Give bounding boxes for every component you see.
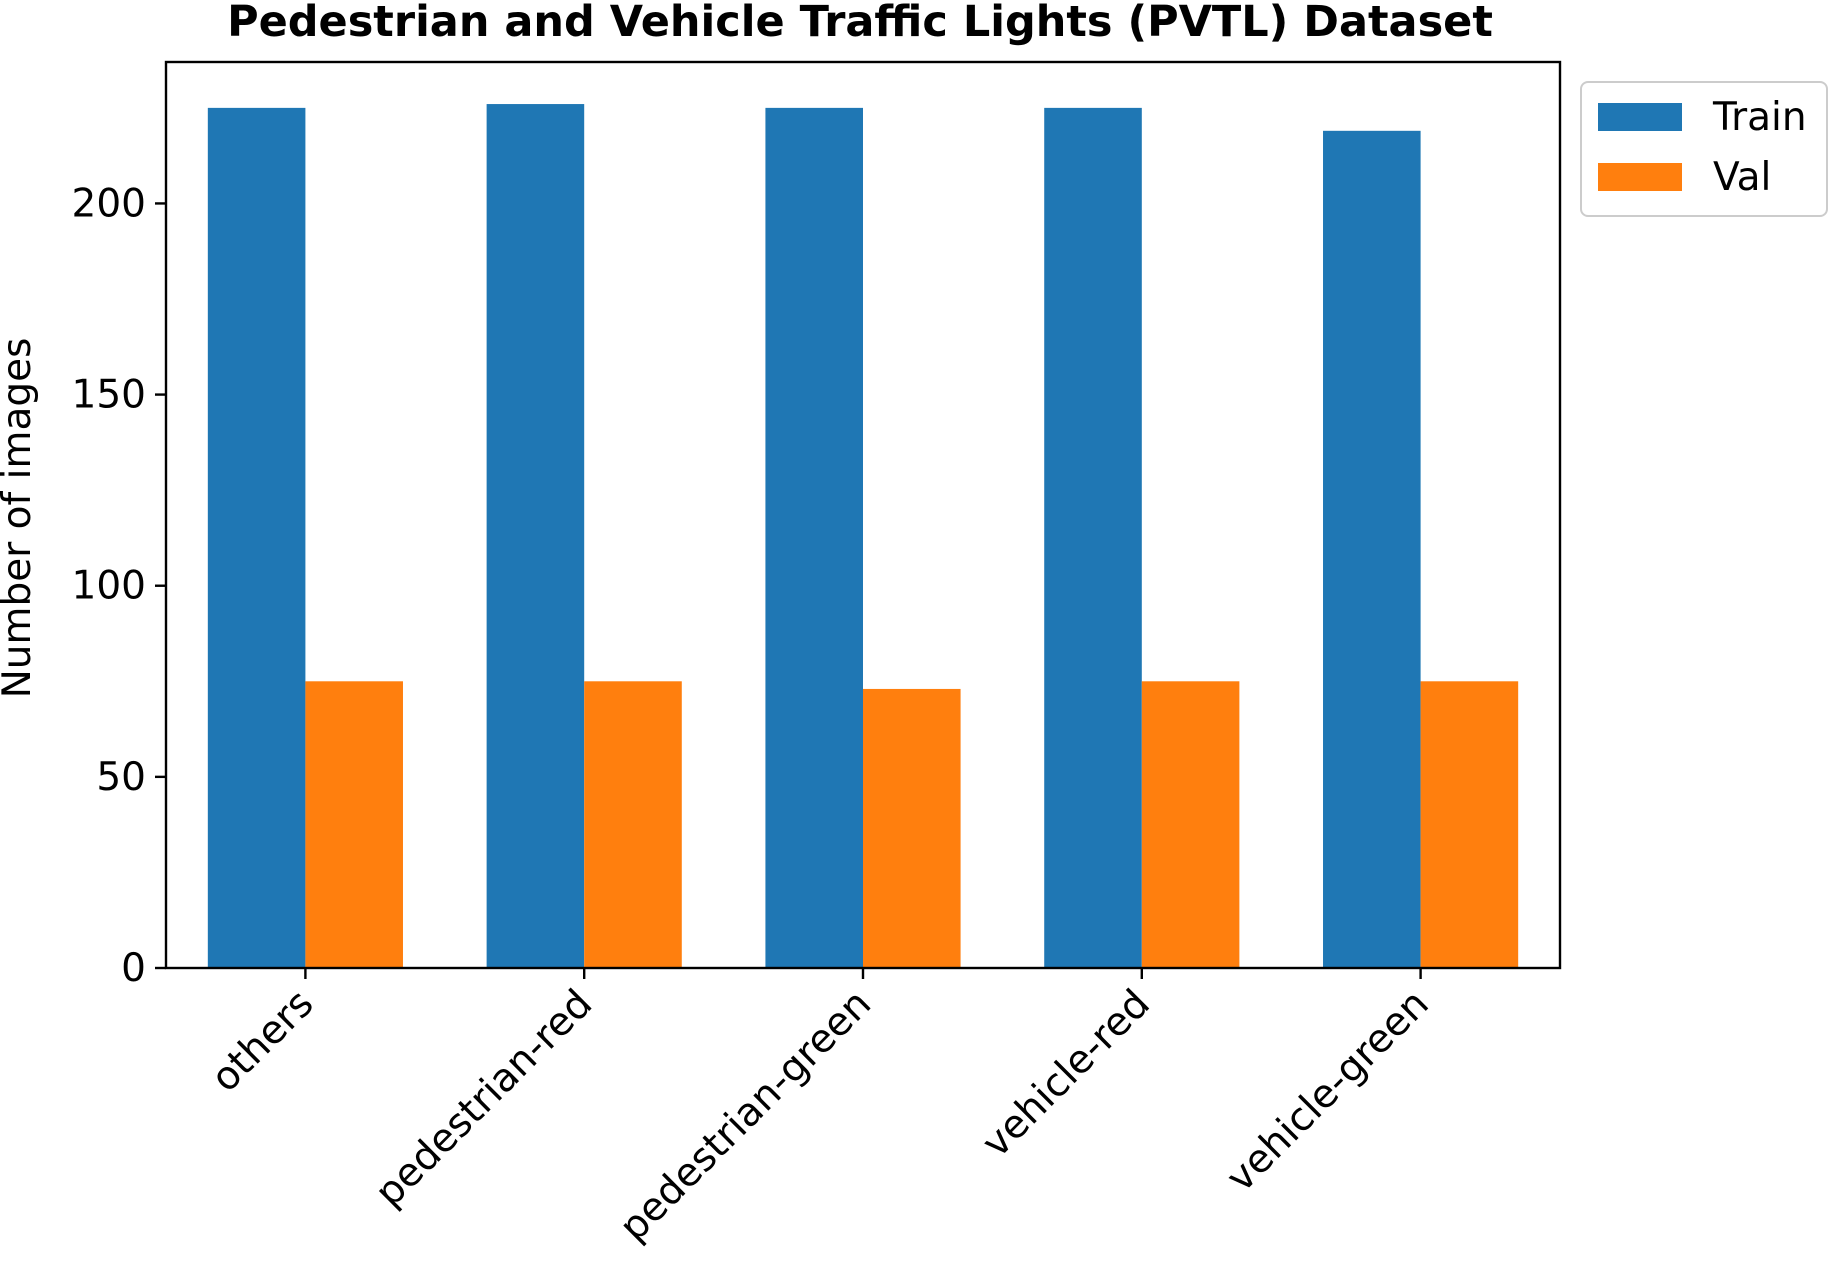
- bar-train-vehicle-red: [1044, 107, 1142, 969]
- y-tick-label-50: 50: [96, 755, 146, 800]
- y-tick-label-0: 0: [121, 946, 146, 991]
- x-tick-label-vehicle-green: vehicle-green: [1218, 981, 1438, 1201]
- bars-group: [207, 104, 1519, 969]
- bar-val-vehicle-green: [1420, 681, 1519, 968]
- bar-train-others: [207, 107, 306, 969]
- chart-title: Pedestrian and Vehicle Traffic Lights (P…: [227, 0, 1493, 47]
- bar-val-vehicle-red: [1141, 681, 1240, 968]
- y-tick-label-200: 200: [72, 181, 146, 226]
- y-tick-label-150: 150: [72, 373, 146, 418]
- y-tick-label-100: 100: [72, 564, 146, 609]
- bar-val-pedestrian-red: [584, 681, 682, 968]
- x-tick-label-pedestrian-green: pedestrian-green: [611, 981, 880, 1250]
- bar-train-pedestrian-red: [486, 104, 585, 968]
- bar-train-pedestrian-green: [765, 107, 863, 969]
- x-tick-label-pedestrian-red: pedestrian-red: [367, 981, 601, 1215]
- x-tick-label-others: others: [203, 981, 323, 1101]
- legend-label-val: Val: [1713, 155, 1771, 200]
- bar-train-vehicle-green: [1323, 130, 1421, 968]
- legend-swatch-train: [1598, 103, 1682, 131]
- legend-swatch-val: [1598, 163, 1682, 191]
- legend: Train Val: [1580, 81, 1828, 217]
- bar-val-pedestrian-green: [863, 688, 961, 968]
- bar-val-others: [305, 681, 403, 968]
- x-tick-label-vehicle-red: vehicle-red: [974, 981, 1159, 1166]
- y-axis-label: Number of images: [0, 338, 40, 699]
- legend-label-train: Train: [1712, 95, 1807, 140]
